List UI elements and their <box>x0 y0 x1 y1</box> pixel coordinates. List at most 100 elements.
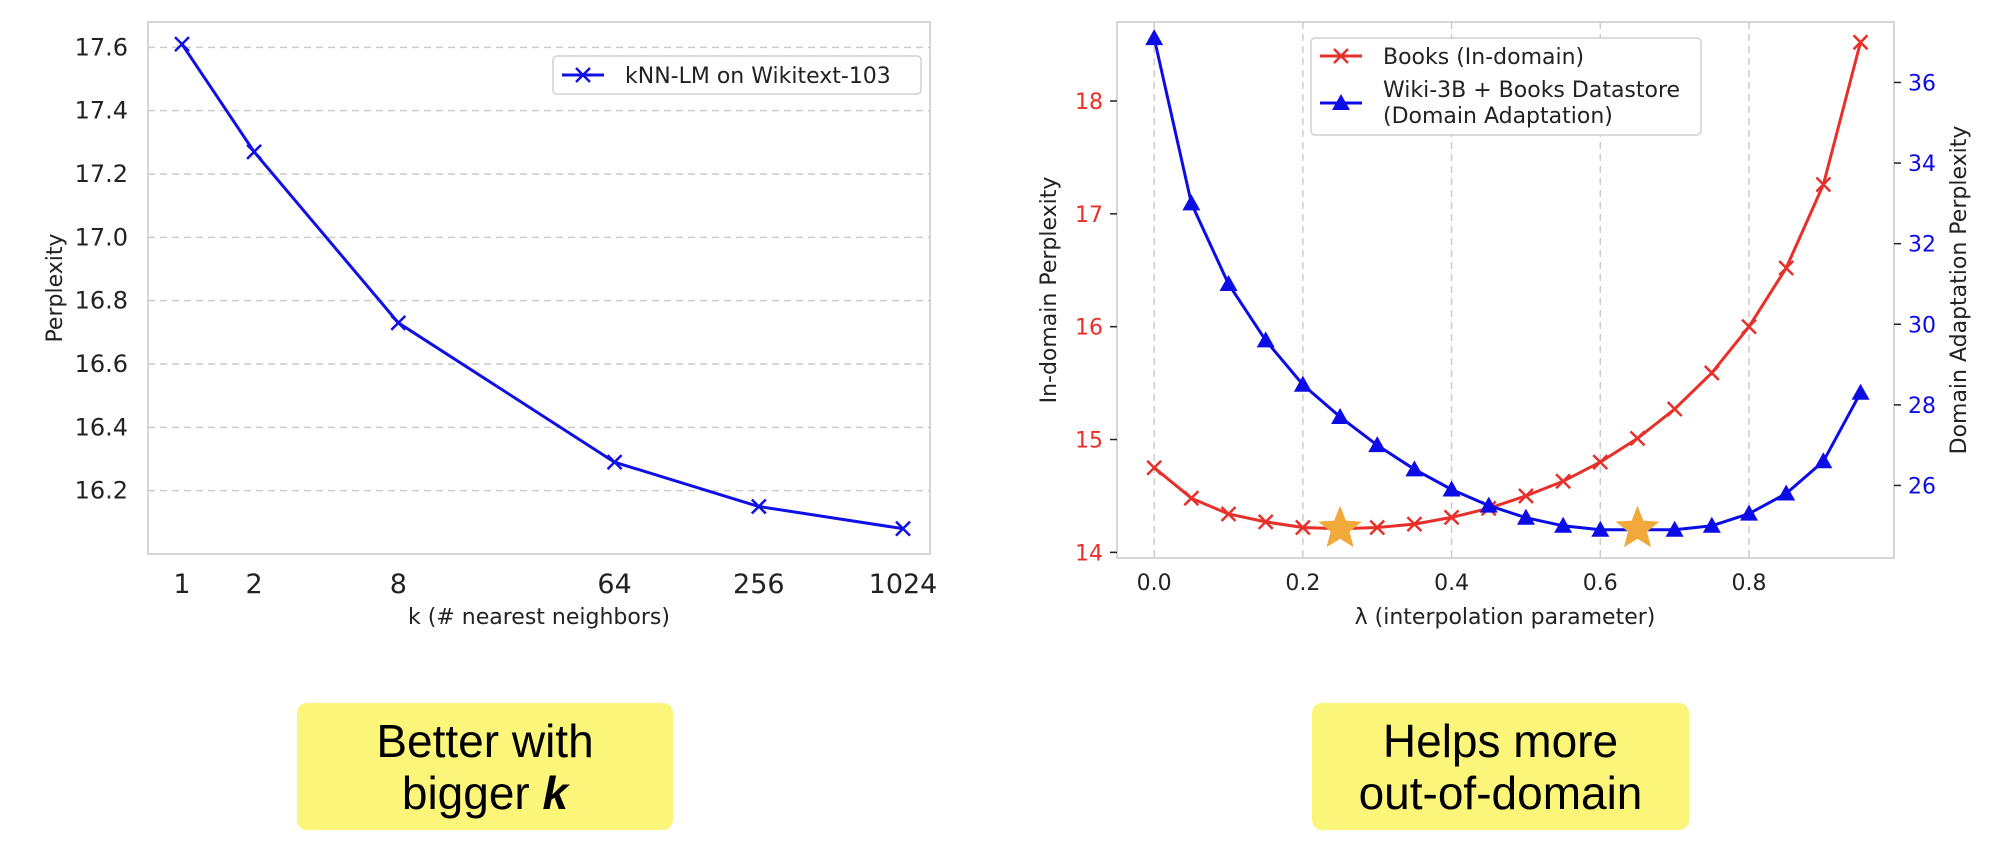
data-point-knn <box>246 143 262 160</box>
x-tick-label: 0.6 <box>1583 571 1618 596</box>
data-point-knn <box>606 454 623 471</box>
data-point-wiki <box>1516 508 1535 525</box>
legend-label-knn: kNN-LM on Wikitext-103 <box>625 64 891 89</box>
callout-left-line2: bigger k <box>297 767 673 819</box>
data-point-books <box>1629 430 1646 447</box>
x-tick-label: 0.0 <box>1137 571 1172 596</box>
data-point-books <box>1369 519 1386 536</box>
callout-right-line1: Helps more <box>1382 714 1619 767</box>
data-point-wiki <box>1331 407 1350 424</box>
x-tick-label: 64 <box>597 569 631 600</box>
data-point-books <box>1257 514 1274 530</box>
x-ticks-left: 1 2 8 64 256 1024 <box>173 569 937 600</box>
x-tick-label: 1024 <box>869 569 938 600</box>
y-tick-label: 34 <box>1908 152 1936 177</box>
legend-marker-x-icon <box>575 67 591 83</box>
y-axis-label-right-left: In-domain Perplexity <box>1037 177 1062 404</box>
plot-frame-left <box>147 21 931 555</box>
x-tick-label: 2 <box>246 569 263 600</box>
y-tick-label: 17.6 <box>75 33 128 61</box>
y-tick-label: 16.8 <box>75 287 128 315</box>
data-point-wiki <box>1591 520 1610 537</box>
y-tick-label: 28 <box>1908 394 1936 419</box>
data-point-wiki <box>1479 496 1498 513</box>
data-point-books <box>1703 365 1720 381</box>
callout-right: Helps more out-of-domain <box>1312 703 1689 830</box>
data-point-knn <box>750 498 767 515</box>
y-ticks-left-axis: 14 15 16 17 18 <box>1075 90 1117 566</box>
y-tick-label: 26 <box>1908 474 1936 499</box>
gridlines-left <box>148 46 930 492</box>
y-tick-label: 17.4 <box>75 97 128 125</box>
data-point-wiki <box>1293 375 1312 392</box>
x-axis-label-right: λ (interpolation parameter) <box>1355 605 1656 630</box>
data-point-wiki <box>1554 516 1573 533</box>
star-icon <box>1615 505 1660 548</box>
star-icon <box>1318 505 1362 548</box>
data-point-books <box>1778 260 1795 276</box>
callout-left-emphasis: k <box>542 766 569 819</box>
legend-marker-triangle-icon <box>1332 94 1350 110</box>
series-layer-right <box>1145 29 1870 537</box>
x-ticks-right: 0.0 0.2 0.4 0.6 0.8 <box>1137 571 1767 596</box>
y-ticks-right-axis: 26 28 30 32 34 36 <box>1894 71 1936 499</box>
y-axis-label-right-right: Domain Adaptation Perplexity <box>1947 126 1972 455</box>
data-point-wiki <box>1740 504 1759 521</box>
y-tick-label: 17.2 <box>75 160 128 188</box>
legend-label-wiki: Wiki-3B + Books Datastore <box>1383 78 1680 103</box>
data-point-wiki <box>1702 516 1721 533</box>
x-axis-label-left: k (# nearest neighbors) <box>408 605 670 630</box>
y-tick-label: 17.0 <box>75 223 128 251</box>
data-point-knn <box>390 314 407 331</box>
x-tick-label: 1 <box>173 569 190 600</box>
y-tick-label: 16.2 <box>75 477 128 505</box>
data-point-wiki <box>1256 331 1275 348</box>
data-point-books <box>1443 509 1460 526</box>
data-point-books <box>1146 459 1163 476</box>
data-point-wiki <box>1777 484 1796 501</box>
data-point-knn <box>895 520 911 537</box>
data-point-wiki <box>1442 480 1461 497</box>
data-point-knn <box>174 36 190 53</box>
legend-box-right <box>1310 37 1702 136</box>
y-tick-label: 36 <box>1908 71 1936 96</box>
y-tick-label: 15 <box>1075 429 1103 454</box>
x-tick-label: 256 <box>733 569 785 600</box>
data-point-wiki <box>1368 436 1387 453</box>
data-point-books <box>1518 488 1534 504</box>
callout-right-line2: out-of-domain <box>1358 766 1643 819</box>
legend-right: Books (In-domain) Wiki-3B + Books Datast… <box>1310 37 1702 136</box>
data-point-books <box>1666 401 1683 417</box>
series-line-knn <box>180 43 904 531</box>
data-point-books <box>1220 506 1237 522</box>
data-point-wiki <box>1219 274 1238 291</box>
series-layer-left <box>174 36 911 537</box>
x-tick-label: 0.2 <box>1285 571 1320 596</box>
data-point-books <box>1815 176 1832 193</box>
y-ticks-left: 16.2 16.4 16.6 16.8 17.0 17.2 17.4 17.6 <box>75 33 128 504</box>
y-tick-label: 18 <box>1075 90 1103 115</box>
data-point-books <box>1406 516 1423 533</box>
chart-left: 16.2 16.4 16.6 16.8 17.0 17.2 17.4 17.6 1 2 8 64 25… <box>43 21 937 630</box>
y-tick-label: 30 <box>1908 313 1936 338</box>
legend-box-left <box>552 55 922 95</box>
y-axis-label-left: Perplexity <box>43 233 68 342</box>
x-tick-label: 0.8 <box>1732 571 1767 596</box>
data-point-books <box>1741 318 1757 335</box>
y-tick-label: 17 <box>1075 203 1103 228</box>
y-tick-label: 16.4 <box>75 413 128 441</box>
y-tick-label: 14 <box>1075 541 1103 566</box>
callout-left-line1: Better with <box>376 714 594 767</box>
y-tick-label: 16.6 <box>75 350 128 378</box>
x-tick-label: 8 <box>390 569 407 600</box>
data-point-books <box>1592 454 1609 470</box>
data-point-wiki <box>1665 520 1684 537</box>
data-point-books <box>1295 519 1311 536</box>
star-markers <box>1318 505 1660 548</box>
legend-marker-x-icon <box>1333 48 1349 64</box>
data-point-wiki <box>1145 29 1164 46</box>
data-point-wiki <box>1814 452 1833 469</box>
data-point-books <box>1555 473 1572 490</box>
